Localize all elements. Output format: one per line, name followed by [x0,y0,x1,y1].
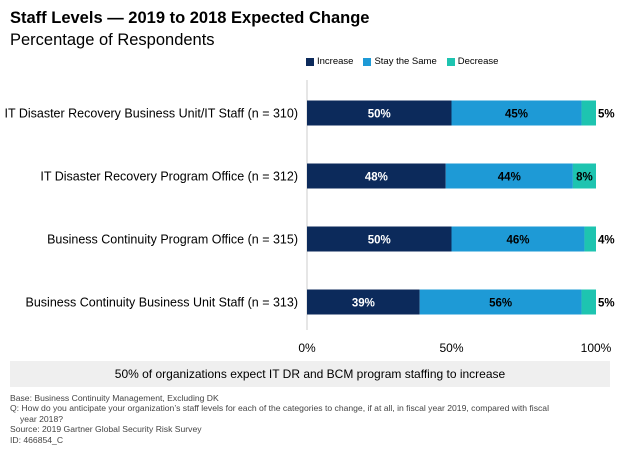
data-label-stay-the-same: 56% [489,298,512,310]
x-tick-label: 50% [439,341,463,355]
data-label-increase: 48% [365,172,388,184]
legend-swatch-decrease [446,57,455,66]
category-label: Business Continuity Business Unit Staff … [26,296,298,310]
chart-legend: Increase Stay the Same Decrease [306,56,498,67]
data-label-decrease: 5% [598,109,615,121]
footnote-question: Q: How do you anticipate your organizati… [10,403,549,414]
category-label: IT Disaster Recovery Program Office (n =… [40,170,298,184]
bar-decrease [581,100,596,126]
bar-stay-the-same [451,226,585,252]
legend-label-decrease: Decrease [457,56,499,67]
legend-item-decrease: Decrease [446,56,499,67]
data-label-increase: 39% [352,298,375,310]
footnote-id: ID: 466854_C [10,434,64,445]
bar-increase [307,163,446,189]
footnotes: Base: Business Continuity Management, Ex… [10,393,610,445]
bar-increase [307,100,452,126]
footnote-source: Source: 2019 Gartner Global Security Ris… [10,424,202,435]
data-label-decrease: 8% [576,172,593,184]
stacked-bar-chart: IT Disaster Recovery Business Unit/IT St… [4,80,615,355]
footnote-question-cont: year 2018? [20,413,64,424]
x-tick-label: 100% [581,341,612,355]
footnote-base: Base: Business Continuity Management, Ex… [10,393,219,403]
bar-decrease [581,289,596,315]
data-label-increase: 50% [368,109,391,121]
legend-swatch-increase [306,57,314,66]
chart-subtitle: Percentage of Respondents [10,31,215,49]
legend-label-increase: Increase [317,56,354,67]
bar-increase [307,226,452,252]
legend-swatch-stay-the-same [363,57,372,66]
legend-item-increase: Increase [306,56,353,67]
legend-label-stay-the-same: Stay the Same [374,56,437,67]
category-label: Business Continuity Program Office (n = … [47,233,298,247]
callout-box: 50% of organizations expect IT DR and BC… [10,361,610,387]
bar-stay-the-same [451,100,582,126]
data-label-stay-the-same: 45% [505,109,528,121]
data-label-stay-the-same: 46% [506,235,529,247]
data-label-decrease: 5% [598,298,615,310]
x-tick-label: 0% [298,341,316,355]
category-label: IT Disaster Recovery Business Unit/IT St… [4,107,298,121]
data-label-decrease: 4% [598,235,615,247]
bar-decrease [572,163,596,189]
data-label-increase: 50% [368,235,391,247]
data-label-stay-the-same: 44% [498,172,521,184]
bar-decrease [584,226,596,252]
callout-text: 50% of organizations expect IT DR and BC… [114,367,506,381]
bar-increase [307,289,420,315]
chart-title: Staff Levels — 2019 to 2018 Expected Cha… [10,9,370,27]
bar-stay-the-same [445,163,573,189]
bar-stay-the-same [419,289,582,315]
legend-item-stay-the-same: Stay the Same [363,56,437,67]
